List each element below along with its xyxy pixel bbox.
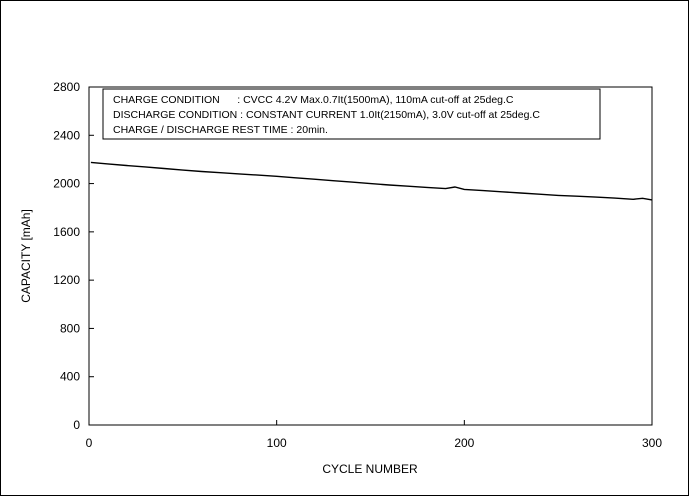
y-tick-label: 0 — [73, 418, 80, 432]
x-tick-label: 100 — [267, 436, 287, 450]
discharge-condition-text: DISCHARGE CONDITION : CONSTANT CURRENT 1… — [113, 109, 540, 121]
y-tick-label: 800 — [60, 321, 80, 335]
x-tick-label: 300 — [642, 436, 662, 450]
x-tick-label: 0 — [86, 436, 93, 450]
x-tick-label: 200 — [454, 436, 474, 450]
y-tick-label: 1600 — [53, 225, 80, 239]
y-tick-label: 2800 — [53, 80, 80, 94]
y-tick-label: 400 — [60, 370, 80, 384]
x-axis-label: CYCLE NUMBER — [322, 462, 418, 476]
y-axis-label: CAPACITY [mAh] — [19, 209, 33, 303]
rest-time-text: CHARGE / DISCHARGE REST TIME : 20min. — [113, 124, 328, 136]
charge-condition-text: CHARGE CONDITION : CVCC 4.2V Max.0.7It(1… — [113, 94, 514, 106]
y-tick-label: 2000 — [53, 177, 80, 191]
series-line — [90, 161, 653, 201]
y-tick-label: 2400 — [53, 128, 80, 142]
plot-area — [88, 86, 653, 426]
conditions-box — [102, 88, 601, 140]
y-tick-label: 1200 — [53, 273, 80, 287]
